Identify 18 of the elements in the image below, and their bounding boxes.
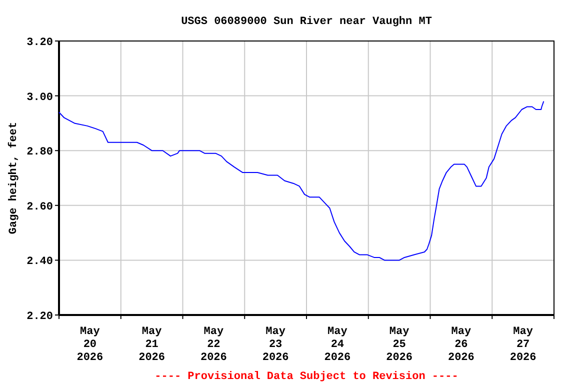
x-tick-label: May 21 2026 <box>138 326 166 364</box>
x-tick-label: May 20 2026 <box>76 326 104 364</box>
line-series <box>58 100 544 261</box>
y-tick-label: 2.20 <box>26 311 53 323</box>
y-tick-label: 3.00 <box>26 92 53 104</box>
chart-title: USGS 06089000 Sun River near Vaughn MT <box>181 16 432 28</box>
y-axis-title: Gage height, feet <box>7 122 20 234</box>
y-tick-label: 2.80 <box>26 146 53 159</box>
x-tick-label: May 22 2026 <box>200 326 227 364</box>
x-tick-label: May 24 2026 <box>324 326 351 364</box>
text: ---- Provisional Data Subject to Revision ---- <box>154 371 458 383</box>
x-tick-label: May 27 2026 <box>510 326 536 364</box>
x-tick-label: May 26 2026 <box>448 326 474 364</box>
y-tick-label: 2.60 <box>26 201 53 214</box>
y-tick-label: 3.20 <box>26 37 53 49</box>
x-tick-label: May 25 2026 <box>386 326 413 364</box>
x-tick-label: May 23 2026 <box>262 326 289 364</box>
y-tick-label: 2.40 <box>26 256 53 268</box>
